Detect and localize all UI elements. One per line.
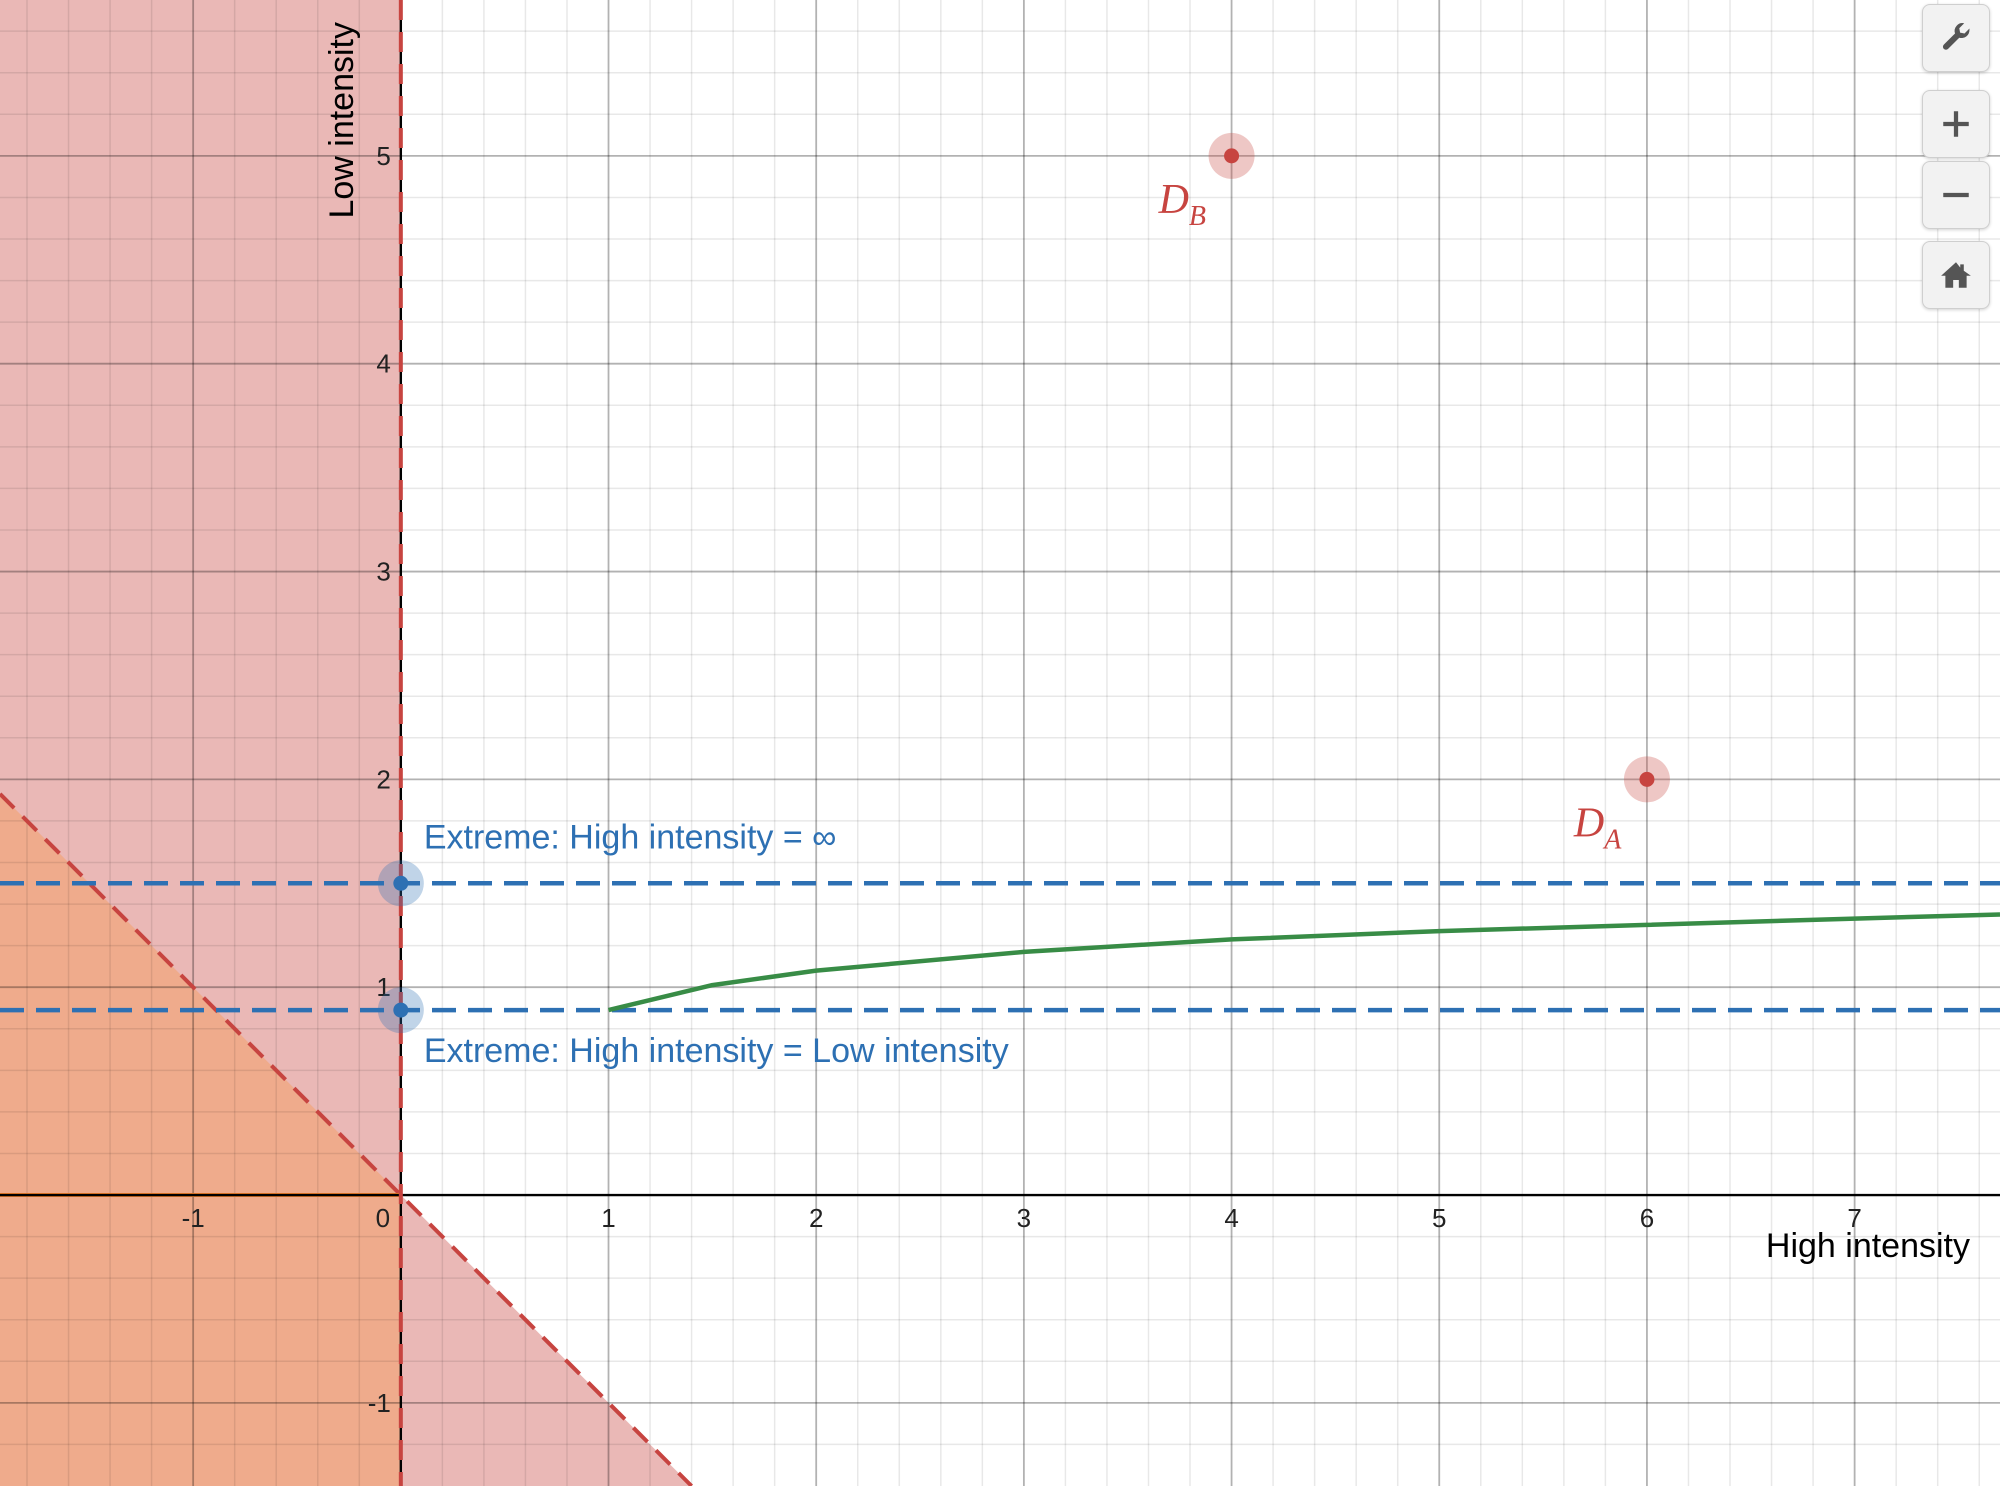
wrench-icon xyxy=(1942,23,1970,50)
points-layer xyxy=(377,132,1670,1034)
tick-labels: -1 0 1 2 3 4 5 6 7 -1 1 2 3 4 5 xyxy=(182,141,1862,1418)
graph-toolbar xyxy=(1922,0,1990,320)
zoom-in-button[interactable] xyxy=(1922,90,1990,158)
x-axis-title: High intensity xyxy=(1766,1227,1970,1265)
point-marker xyxy=(1639,771,1655,787)
home-button[interactable] xyxy=(1922,241,1990,309)
x-tick-label: 2 xyxy=(809,1203,823,1233)
diagonal-boundary xyxy=(0,792,694,1486)
point-label: DB xyxy=(1158,177,1206,232)
curve-layer xyxy=(607,912,2000,1013)
point-label: DA xyxy=(1573,800,1622,855)
y-axis-title: Low intensity xyxy=(323,22,361,219)
x-tick-label: 3 xyxy=(1017,1203,1031,1233)
minus-icon xyxy=(1943,192,1969,198)
green-curve xyxy=(607,912,2000,1013)
x-tick-label: 4 xyxy=(1224,1203,1238,1233)
point-marker xyxy=(393,875,409,891)
region-orange xyxy=(0,793,401,1486)
y-tick-label: 3 xyxy=(376,557,390,587)
line-annotation: Extreme: High intensity = ∞ xyxy=(424,818,837,856)
x-tick-label: 6 xyxy=(1640,1203,1654,1233)
zoom-out-button[interactable] xyxy=(1922,161,1990,229)
shaded-regions xyxy=(0,0,692,1486)
plus-icon xyxy=(1943,111,1969,137)
line-annotation: Extreme: High intensity = Low intensity xyxy=(424,1032,1009,1070)
x-tick-label: 5 xyxy=(1432,1203,1446,1233)
x-tick-label: 1 xyxy=(601,1203,615,1233)
y-tick-label: 4 xyxy=(376,349,390,379)
y-tick-label: 2 xyxy=(376,764,390,794)
y-tick-label: -1 xyxy=(368,1388,391,1418)
home-icon xyxy=(1941,262,1971,288)
x-tick-label: 7 xyxy=(1847,1203,1861,1233)
region-red xyxy=(0,0,692,1486)
annotations: Extreme: High intensity = ∞ Extreme: High… xyxy=(424,177,1622,1070)
x-tick-label: -1 xyxy=(182,1203,205,1233)
settings-button[interactable] xyxy=(1922,4,1990,72)
point-marker xyxy=(1224,148,1240,164)
y-tick-label: 1 xyxy=(376,972,390,1002)
y-tick-label: 5 xyxy=(376,141,390,171)
horizontal-reference-lines xyxy=(0,881,2000,1013)
x-tick-label: 0 xyxy=(376,1203,390,1233)
point-marker xyxy=(393,1002,409,1018)
